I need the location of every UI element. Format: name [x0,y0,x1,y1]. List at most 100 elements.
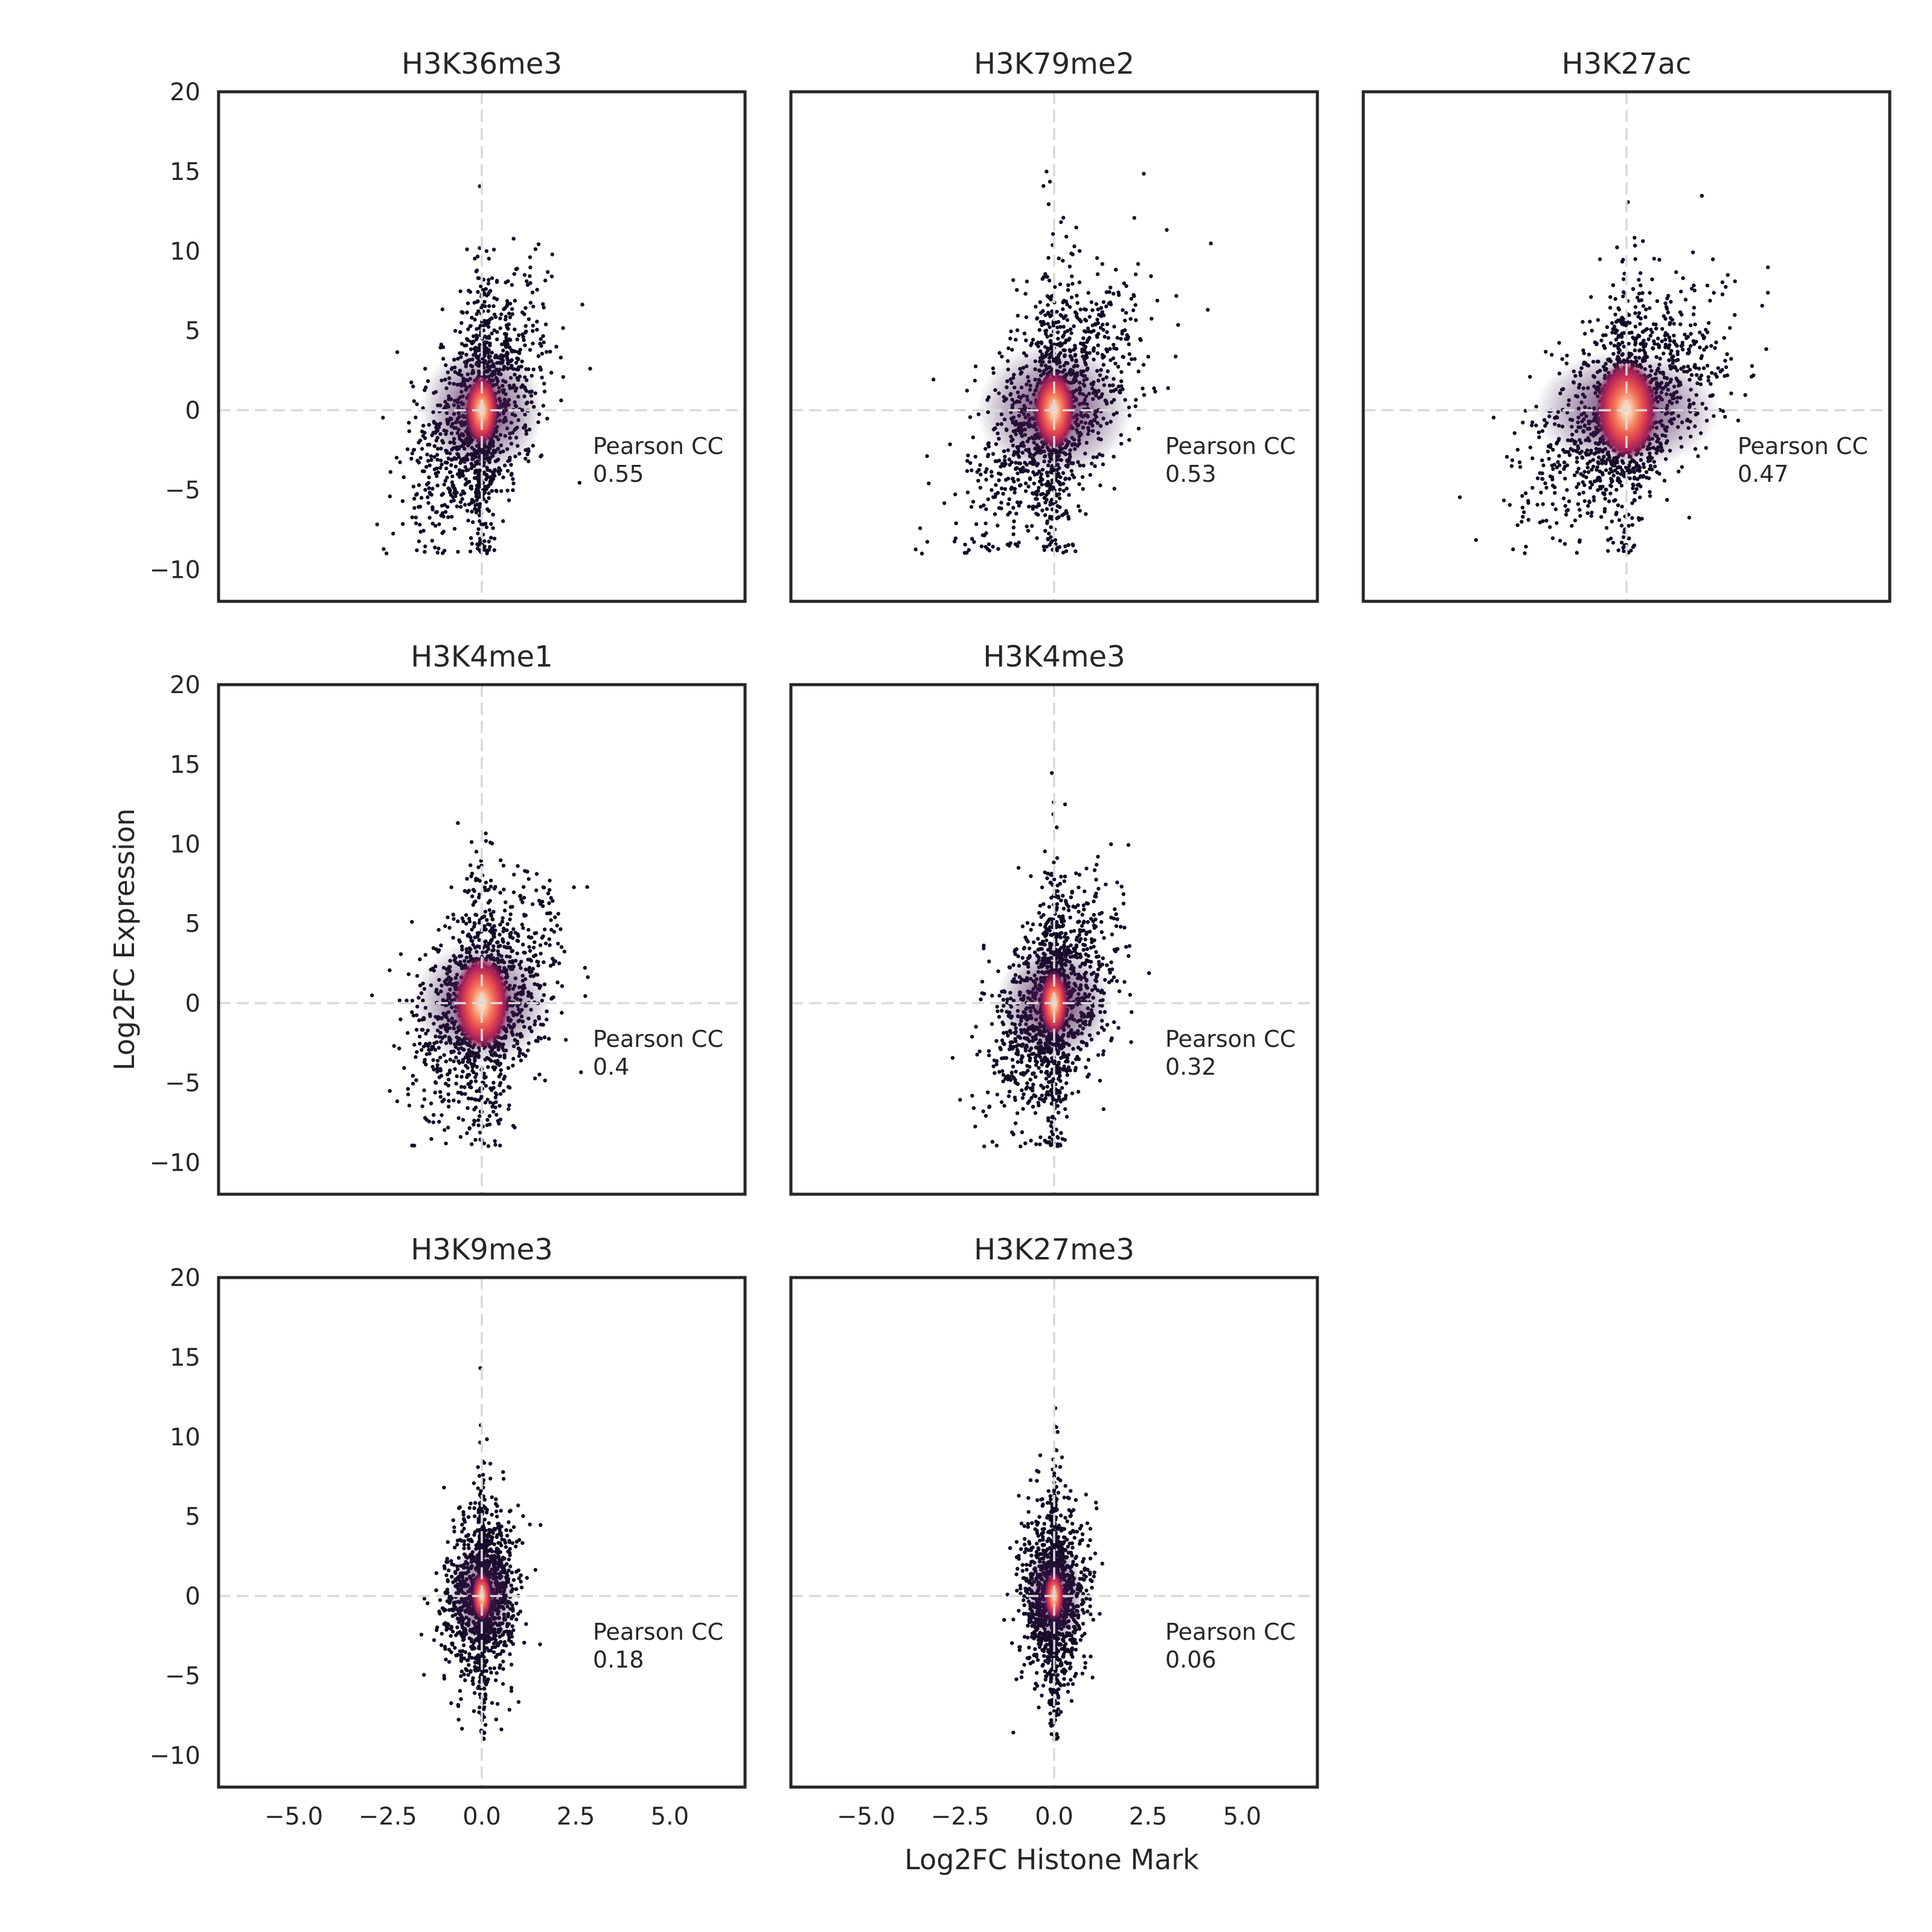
scatter-point [1001,491,1005,496]
scatter-point [500,342,504,347]
scatter-point [1679,289,1683,294]
scatter-point [1058,482,1063,487]
scatter-point [1134,318,1138,322]
scatter-point [1633,235,1637,240]
scatter-point [485,1118,490,1122]
scatter-point [459,321,464,325]
scatter-point [503,306,507,310]
scatter-point [1631,486,1635,490]
scatter-point [487,496,491,501]
scatter-point [499,312,504,316]
scatter-point [1048,500,1053,505]
scatter-point [1067,305,1072,309]
scatter-point [1637,516,1641,520]
scatter-point [1630,523,1635,527]
scatter-point [1650,330,1654,334]
scatter-point [1166,386,1170,390]
pearson-label: Pearson CC [593,433,723,459]
scatter-point [463,1092,467,1096]
scatter-point [491,477,496,481]
scatter-point [497,932,502,937]
scatter-point [1057,496,1062,501]
scatter-point [467,479,472,484]
scatter-point [1637,334,1642,339]
scatter-point [521,926,525,930]
scatter-point [555,980,560,985]
scatter-point [539,453,544,458]
scatter-point [1588,485,1593,490]
scatter-point [501,929,505,933]
scatter-point [1729,391,1733,395]
scatter-point [414,415,418,420]
scatter-point [999,464,1003,469]
scatter-point [1638,271,1643,275]
scatter-point [1058,505,1062,510]
scatter-point [499,858,503,863]
scatter-point [542,305,546,310]
scatter-point [1512,431,1517,435]
scatter-point [444,1059,448,1064]
scatter-point [1665,296,1669,301]
scatter-point [440,307,444,312]
scatter-point [1638,475,1642,479]
scatter-point [1117,293,1121,297]
scatter-point [1011,532,1016,537]
scatter-point [508,345,512,350]
scatter-point [1660,339,1664,344]
scatter-point [1633,475,1637,479]
scatter-point [461,489,465,493]
scatter-point [968,415,973,420]
scatter-point [1576,482,1581,486]
scatter-point [443,510,448,514]
scatter-point [1053,538,1058,542]
scatter-point [1628,321,1632,325]
scatter-point [1050,539,1054,543]
scatter-point [1070,252,1075,257]
scatter-point [1663,301,1668,305]
scatter-point [1043,272,1048,277]
scatter-point [1511,547,1515,551]
scatter-point [1581,480,1585,484]
scatter-point [477,482,482,487]
scatter-point [418,529,423,534]
scatter-point [1054,492,1058,497]
scatter-point [1668,339,1672,343]
y-tick-label: −10 [150,556,200,584]
scatter-point [999,506,1003,511]
scatter-point [1124,284,1128,288]
scatter-point [1620,341,1625,345]
scatter-point [1552,462,1556,467]
scatter-point [1066,514,1070,519]
scatter-point [487,1122,492,1127]
scatter-point [508,315,513,319]
scatter-point [1067,264,1072,269]
scatter-point [1648,494,1652,498]
scatter-point [435,483,440,488]
scatter-point [1590,482,1595,487]
scatter-point [465,301,470,305]
scatter-point [979,505,983,509]
scatter-point [1041,545,1046,549]
scatter-point [1564,513,1569,517]
scatter-point [984,478,988,482]
scatter-point [1576,467,1581,471]
scatter-point [412,447,417,452]
scatter-point [505,488,510,493]
scatter-point [965,388,969,393]
scatter-point [522,338,526,342]
scatter-point [1030,523,1034,528]
scatter-point [1174,354,1178,359]
scatter-point [405,447,410,452]
pearson-label: Pearson CC [1165,433,1296,459]
scatter-point [580,302,584,307]
scatter-point [511,477,515,481]
scatter-point [1584,475,1588,479]
scatter-point [588,366,592,371]
scatter-point [1136,426,1141,430]
scatter-point [965,459,970,463]
scatter-point [1084,307,1088,312]
scatter-point [489,913,493,918]
scatter-point [388,494,392,499]
scatter-point [994,492,998,496]
